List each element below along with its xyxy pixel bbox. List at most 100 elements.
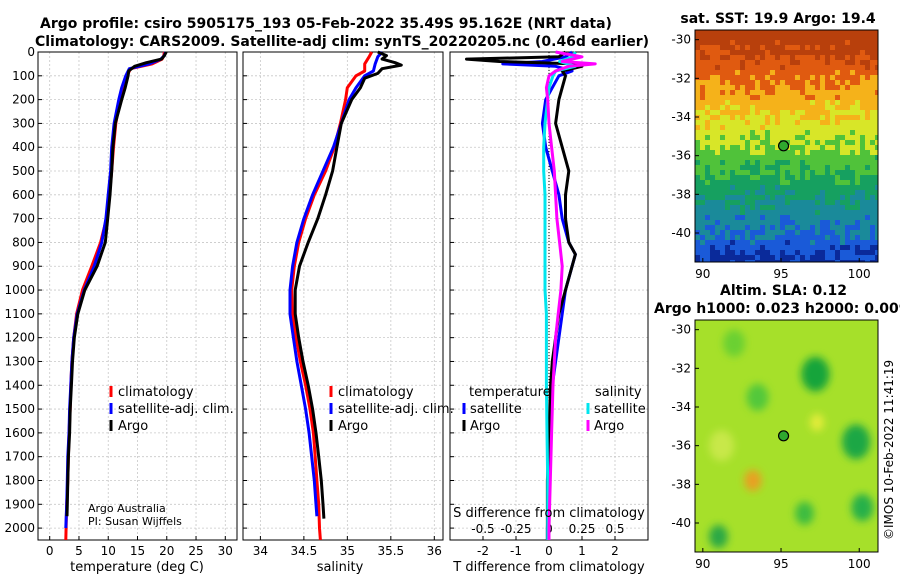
difference-xtick-label: 1 — [578, 544, 586, 558]
sst-cell — [820, 150, 826, 156]
sst-cell — [870, 200, 876, 206]
sst-cell — [800, 170, 806, 176]
sst-cell — [810, 40, 816, 46]
sst-cell — [695, 95, 701, 101]
sst-cell — [790, 230, 796, 236]
sst-cell — [770, 140, 776, 146]
sst-cell — [875, 80, 878, 86]
sst-cell — [800, 150, 806, 156]
sst-cell — [850, 175, 856, 181]
sst-cell — [715, 200, 721, 206]
sst-cell — [710, 45, 716, 51]
sst-cell — [825, 45, 831, 51]
sst-cell — [790, 215, 796, 221]
sst-cell — [835, 255, 841, 261]
sst-cell — [745, 65, 751, 71]
sst-cell — [800, 75, 806, 81]
sst-cell — [775, 50, 781, 56]
sst-cell — [710, 65, 716, 71]
sst-cell — [755, 135, 761, 141]
sst-cell — [760, 245, 766, 251]
sst-cell — [850, 125, 856, 131]
sst-cell — [755, 100, 761, 106]
sst-cell — [835, 105, 841, 111]
sst-cell — [870, 100, 876, 106]
sst-cell — [740, 190, 746, 196]
sst-cell — [765, 150, 771, 156]
sst-cell — [850, 110, 856, 116]
sst-cell — [745, 220, 751, 226]
sst-cell — [790, 140, 796, 146]
sst-cell — [770, 115, 776, 121]
sst-cell — [785, 215, 791, 221]
sst-cell — [870, 205, 876, 211]
sst-cell — [855, 105, 861, 111]
sst-cell — [735, 30, 741, 36]
sla-eddy — [723, 329, 746, 357]
sst-cell — [810, 185, 816, 191]
sst-cell — [730, 125, 736, 131]
sst-cell — [780, 75, 786, 81]
sst-cell — [755, 130, 761, 136]
sst-cell — [870, 30, 876, 36]
sst-cell — [695, 155, 701, 161]
sst-cell — [775, 140, 781, 146]
sst-cell — [715, 120, 721, 126]
sst-cell — [825, 175, 831, 181]
sst-cell — [735, 205, 741, 211]
sst-cell — [795, 230, 801, 236]
sst-cell — [780, 205, 786, 211]
sst-cell — [785, 165, 791, 171]
sst-cell — [870, 135, 876, 141]
temperature-xlabel: temperature (deg C) — [70, 560, 204, 575]
sst-cell — [845, 50, 851, 56]
sst-cell — [850, 260, 856, 262]
sst-cell — [875, 145, 878, 151]
sst-cell — [775, 30, 781, 36]
sst-cell — [850, 180, 856, 186]
sst-cell — [765, 215, 771, 221]
temperature-xtick-label: 30 — [218, 544, 233, 558]
sst-cell — [825, 250, 831, 256]
sst-cell — [785, 230, 791, 236]
sst-cell — [860, 80, 866, 86]
map-xtick-label: 95 — [773, 557, 788, 571]
sst-cell — [825, 165, 831, 171]
sst-cell — [745, 135, 751, 141]
sst-cell — [775, 175, 781, 181]
sst-cell — [765, 105, 771, 111]
sst-cell — [840, 55, 846, 61]
sst-cell — [695, 215, 701, 221]
sst-cell — [710, 190, 716, 196]
sst-cell — [825, 240, 831, 246]
sst-cell — [855, 135, 861, 141]
sst-cell — [745, 60, 751, 66]
sst-cell — [780, 235, 786, 241]
sst-cell — [800, 185, 806, 191]
sst-cell — [770, 30, 776, 36]
sst-cell — [795, 140, 801, 146]
sst-cell — [780, 30, 786, 36]
sst-cell — [770, 40, 776, 46]
sst-cell — [805, 145, 811, 151]
sst-cell — [725, 140, 731, 146]
sst-cell — [830, 40, 836, 46]
sst-cell — [825, 100, 831, 106]
sst-cell — [840, 65, 846, 71]
sst-cell — [870, 80, 876, 86]
sst-cell — [795, 245, 801, 251]
sst-cell — [695, 150, 701, 156]
sst-cell — [760, 195, 766, 201]
sst-cell — [865, 225, 871, 231]
sst-cell — [875, 120, 878, 126]
sst-cell — [790, 50, 796, 56]
legend-label-argo: Argo — [118, 419, 148, 434]
sst-cell — [770, 170, 776, 176]
sst-cell — [740, 175, 746, 181]
sst-cell — [695, 110, 701, 116]
sst-cell — [795, 195, 801, 201]
sst-cell — [820, 155, 826, 161]
sst-cell — [790, 100, 796, 106]
sst-field — [695, 30, 878, 262]
sst-cell — [735, 245, 741, 251]
